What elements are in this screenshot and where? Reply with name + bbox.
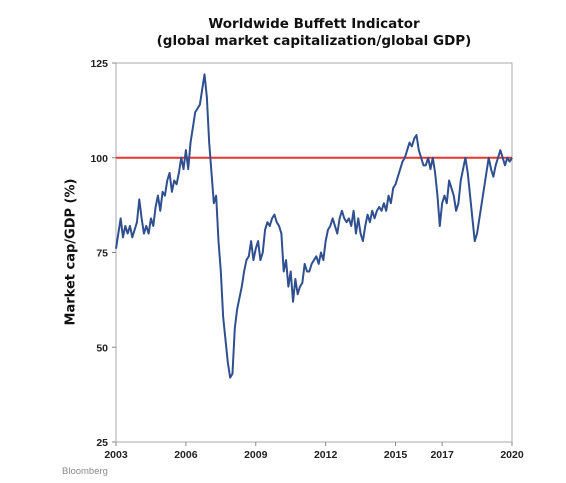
plot-area: [115, 62, 513, 443]
series-line: [115, 73, 513, 379]
x-tick-label: 2020: [500, 449, 524, 461]
axis-ticks: 25 50 75 100 125 2003 2006 2009 2012 2015 2017 2020: [90, 58, 523, 461]
chart-subtitle: (global market capitalization/global GDP…: [156, 33, 472, 49]
x-tick-label: 2012: [314, 449, 338, 461]
x-tick-label: 2003: [104, 449, 128, 461]
x-tick-label: 2017: [430, 449, 454, 461]
x-tick-label: 2015: [384, 449, 408, 461]
y-tick-label: 25: [96, 437, 108, 449]
chart-title: Worldwide Buffett Indicator: [208, 16, 420, 32]
x-tick-label: 2006: [174, 449, 198, 461]
x-tick-label: 2009: [244, 449, 268, 461]
y-tick-label: 125: [90, 58, 108, 70]
y-tick-label: 75: [96, 248, 108, 260]
source-label: Bloomberg: [62, 466, 108, 477]
y-tick-label: 50: [96, 342, 108, 354]
y-tick-label: 100: [90, 153, 108, 165]
